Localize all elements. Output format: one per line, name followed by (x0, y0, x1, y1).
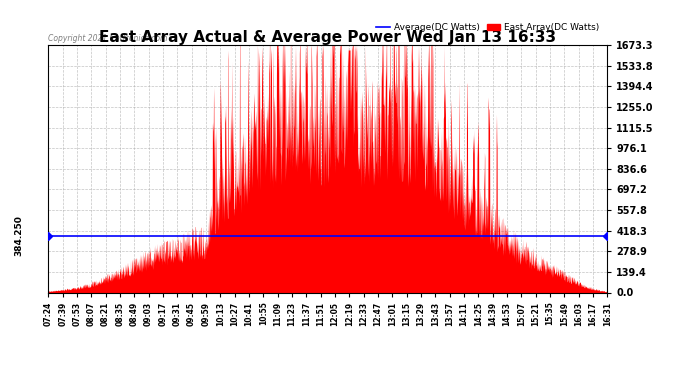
Text: 384.250: 384.250 (14, 215, 23, 256)
Title: East Array Actual & Average Power Wed Jan 13 16:33: East Array Actual & Average Power Wed Ja… (99, 30, 556, 45)
Legend: Average(DC Watts), East Array(DC Watts): Average(DC Watts), East Array(DC Watts) (373, 20, 602, 36)
Text: Copyright 2021 Cartronics.com: Copyright 2021 Cartronics.com (48, 33, 168, 42)
